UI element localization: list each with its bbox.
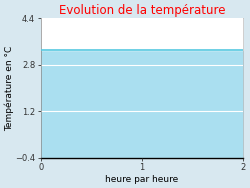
Title: Evolution de la température: Evolution de la température — [59, 4, 225, 17]
Y-axis label: Température en °C: Température en °C — [4, 45, 14, 130]
X-axis label: heure par heure: heure par heure — [105, 175, 178, 184]
